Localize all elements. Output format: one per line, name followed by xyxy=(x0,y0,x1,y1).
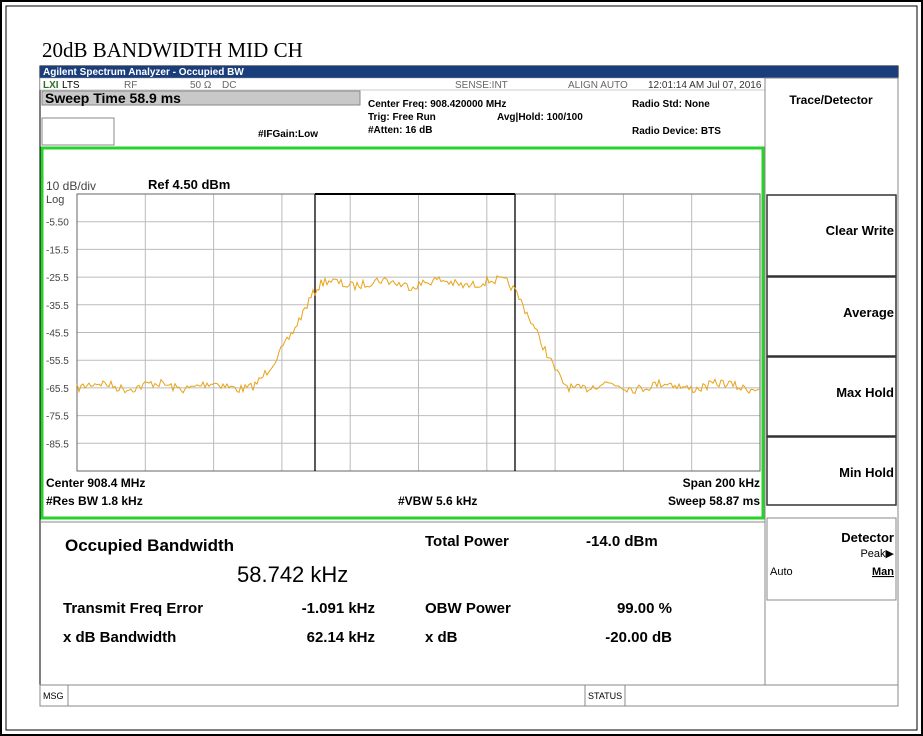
atten: #Atten: 16 dB xyxy=(368,125,432,136)
if-gain: #IFGain:Low xyxy=(258,129,318,140)
title-bar xyxy=(40,66,898,78)
y-label: -15.5 xyxy=(46,245,69,256)
auto: Auto xyxy=(770,566,793,578)
trace xyxy=(76,274,760,394)
align: ALIGN AUTO xyxy=(568,80,628,91)
obw-power-label: OBW Power xyxy=(425,600,511,617)
y-label: -75.5 xyxy=(46,412,69,423)
xdb-label: x dB xyxy=(425,629,458,646)
softkey-label: Max Hold xyxy=(836,385,894,400)
center: Center 908.4 MHz xyxy=(46,476,145,490)
xdb-value: -20.00 dB xyxy=(605,629,672,646)
obw-power-value: 99.00 % xyxy=(617,600,672,617)
blank-box xyxy=(41,117,115,146)
datetime: 12:01:14 AM Jul 07, 2016 xyxy=(648,80,762,91)
msg: MSG xyxy=(43,691,64,701)
sweep: Sweep 58.87 ms xyxy=(668,494,760,508)
softkey-label: Min Hold xyxy=(839,465,894,480)
softkey[interactable] xyxy=(766,194,897,277)
rf: RF xyxy=(124,80,137,91)
y-label: -55.5 xyxy=(46,356,69,367)
status: STATUS xyxy=(588,691,622,701)
page-title: 20dB BANDWIDTH MID CH xyxy=(42,38,303,62)
avg-hold: Avg|Hold: 100/100 xyxy=(497,112,583,123)
y-label: -85.5 xyxy=(46,439,69,450)
window-title: Agilent Spectrum Analyzer - Occupied BW xyxy=(43,67,244,78)
res-bw: #Res BW 1.8 kHz xyxy=(46,494,143,508)
ref-level: Ref 4.50 dBm xyxy=(148,177,230,192)
obw-label: Occupied Bandwidth xyxy=(65,536,234,555)
coupling: DC xyxy=(222,80,236,91)
y-label: -45.5 xyxy=(46,329,69,340)
y-label: -35.5 xyxy=(46,301,69,312)
vbw: #VBW 5.6 kHz xyxy=(398,494,477,508)
softkey-label: Clear Write xyxy=(826,223,894,238)
impedance: 50 Ω xyxy=(190,80,212,91)
total-power-value: -14.0 dBm xyxy=(586,533,658,550)
center-freq: Center Freq: 908.420000 MHz xyxy=(368,99,506,110)
radio-std: Radio Std: None xyxy=(632,99,710,110)
softkey-label: Average xyxy=(843,305,894,320)
softkey[interactable] xyxy=(766,436,897,506)
detector: Detector xyxy=(841,530,894,545)
sweep-time-box xyxy=(41,90,361,106)
y-label: -25.5 xyxy=(46,273,69,284)
trig: Trig: Free Run xyxy=(368,112,436,123)
y-label: -5.50 xyxy=(46,218,69,229)
radio-device: Radio Device: BTS xyxy=(632,126,721,137)
softkey[interactable] xyxy=(766,356,897,437)
log: Log xyxy=(46,194,64,206)
xdb-bw-value: 62.14 kHz xyxy=(307,629,375,646)
inner-border xyxy=(5,5,918,731)
sense: SENSE:INT xyxy=(455,80,508,91)
man[interactable]: Man xyxy=(872,566,894,578)
footer-bar xyxy=(39,684,899,707)
freq-error-value: -1.091 kHz xyxy=(302,600,375,617)
detector-value: Peak▶ xyxy=(860,548,894,560)
lts: LTS xyxy=(62,80,80,91)
y-label: -65.5 xyxy=(46,384,69,395)
span: Span 200 kHz xyxy=(683,476,760,490)
freq-error-label: Transmit Freq Error xyxy=(63,600,203,617)
detector-key[interactable] xyxy=(766,517,897,601)
obw-value: 58.742 kHz xyxy=(237,562,348,587)
lxi-badge: LXI xyxy=(43,80,59,91)
total-power-label: Total Power xyxy=(425,533,509,550)
xdb-bw-label: x dB Bandwidth xyxy=(63,629,176,646)
scale: 10 dB/div xyxy=(46,179,96,193)
softkey[interactable] xyxy=(766,276,897,357)
menu-title: Trace/Detector xyxy=(789,93,873,107)
sweep-time: Sweep Time 58.9 ms xyxy=(45,90,181,106)
